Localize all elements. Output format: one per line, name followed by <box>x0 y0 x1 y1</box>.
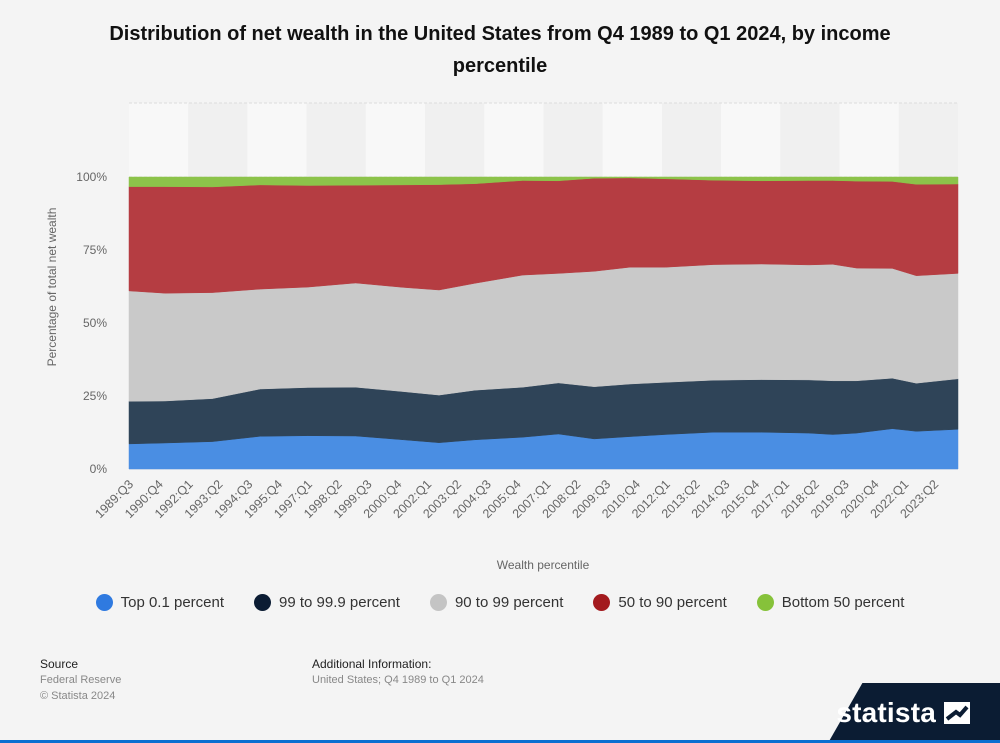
legend-label-p50: 50 to 90 percent <box>618 593 727 611</box>
legend-dot-p90 <box>429 593 447 611</box>
legend-dot-top01 <box>95 593 113 611</box>
source-heading: Source <box>40 657 79 671</box>
y-tick-label: 25% <box>83 389 107 403</box>
y-tick-label: 100% <box>76 170 107 184</box>
copyright: © Statista 2024 <box>40 690 116 702</box>
legend-item-bottom50[interactable]: Bottom 50 percent <box>756 593 905 611</box>
x-axis-ticks: 1989:Q31990:Q41992:Q11993:Q21994:Q31995:… <box>92 477 941 521</box>
legend-label-p99: 99 to 99.9 percent <box>279 593 400 611</box>
stacked-area-chart: 0% 25% 50% 75% 100% 1989:Q31990:Q41992:Q1199… <box>45 102 959 572</box>
legend-dot-p50 <box>593 593 611 611</box>
legend-label-bottom50: Bottom 50 percent <box>781 593 905 611</box>
legend-item-p90[interactable]: 90 to 99 percent <box>429 593 564 611</box>
x-axis-label: Wealth percentile <box>497 558 590 572</box>
statista-logo[interactable]: statista <box>836 697 970 729</box>
y-tick-label: 0% <box>90 462 108 476</box>
additional-info-block: Additional Information: United States; Q… <box>312 656 484 688</box>
additional-info-heading: Additional Information: <box>312 657 432 671</box>
logo-background <box>828 683 1000 743</box>
statista-logo-icon <box>944 702 970 724</box>
additional-info-text: United States; Q4 1989 to Q1 2024 <box>312 674 484 686</box>
source-link[interactable]: Federal Reserve <box>40 674 122 686</box>
legend-dot-p99 <box>254 593 272 611</box>
legend-dot-bottom50 <box>756 593 774 611</box>
legend-item-p99[interactable]: 99 to 99.9 percent <box>254 593 400 611</box>
source-block: Source Federal Reserve © Statista 2024 <box>40 656 121 704</box>
chart-title: Distribution of net wealth in the United… <box>109 23 891 77</box>
bottom-accent-bar <box>0 740 1000 743</box>
legend-label-p90: 90 to 99 percent <box>454 593 564 611</box>
y-axis-label: Percentage of total net wealth <box>45 208 59 367</box>
legend-item-p50[interactable]: 50 to 90 percent <box>593 593 727 611</box>
area-bottom50[interactable] <box>128 176 959 188</box>
y-tick-label: 50% <box>83 316 107 330</box>
logo-text: statista <box>836 697 936 728</box>
chart-legend: Top 0.1 percent 99 to 99.9 percent 90 to… <box>0 590 1000 614</box>
legend-label-top01: Top 0.1 percent <box>120 593 225 611</box>
y-axis-ticks: 0% 25% 50% 75% 100% <box>76 170 107 476</box>
legend-item-top01[interactable]: Top 0.1 percent <box>95 593 225 611</box>
area-series <box>128 176 959 470</box>
y-tick-label: 75% <box>83 243 107 257</box>
